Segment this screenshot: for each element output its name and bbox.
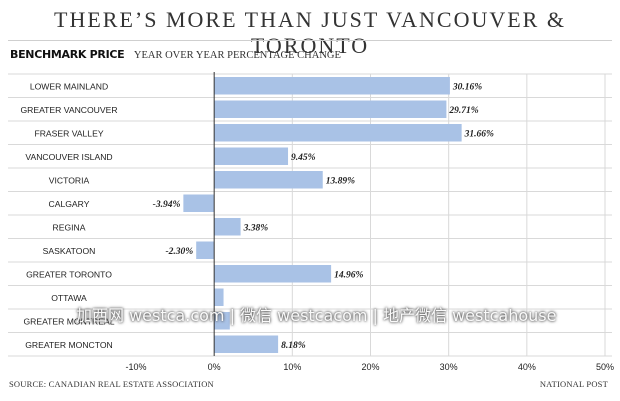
value-label: 31.66% (464, 129, 494, 139)
x-tick-label: 0% (208, 362, 221, 372)
category-label: SASKATOON (43, 246, 96, 256)
value-label: -3.94% (153, 200, 181, 210)
bar (214, 288, 224, 306)
category-label: GREATER TORONTO (26, 269, 112, 279)
bar (196, 241, 215, 259)
category-label: GREATER MONCTON (25, 340, 113, 350)
value-label: -2.30% (165, 247, 193, 257)
x-tick-label: 50% (596, 362, 614, 372)
bar (214, 335, 279, 353)
category-label: VANCOUVER ISLAND (25, 152, 112, 162)
value-label: 30.16% (452, 82, 482, 92)
x-tick-label: 30% (440, 362, 458, 372)
category-label: OTTAWA (51, 293, 87, 303)
category-label: GREATER MONTREAL (23, 316, 114, 326)
benchmark-label: BENCHMARK PRICE (10, 48, 125, 61)
chart-subheading: BENCHMARK PRICE YEAR OVER YEAR PERCENTAG… (10, 48, 341, 61)
bar (183, 194, 215, 212)
source-note: SOURCE: CANADIAN REAL ESTATE ASSOCIATION (9, 379, 214, 389)
publisher-credit: NATIONAL POST (539, 379, 608, 389)
value-label: 29.71% (448, 106, 478, 116)
watermark-text: 加西网 westca.com | 微信 westcacom | 地产微信 wes… (76, 306, 557, 325)
bar (214, 147, 289, 165)
bar (214, 124, 462, 142)
value-label: 8.18% (281, 341, 306, 351)
category-label: VICTORIA (49, 175, 90, 185)
value-label: 14.96% (334, 270, 363, 280)
category-label: LOWER MAINLAND (30, 81, 108, 91)
bar (214, 77, 450, 95)
x-tick-label: 10% (283, 362, 301, 372)
category-label: REGINA (53, 222, 86, 232)
value-label: 3.38% (243, 223, 269, 233)
value-label: 13.89% (326, 176, 355, 186)
bar (214, 171, 323, 189)
chart-subtitle: YEAR OVER YEAR PERCENTAGE CHANGE (133, 50, 341, 61)
category-label: CALGARY (49, 199, 90, 209)
bar (214, 218, 241, 236)
bar (214, 265, 332, 283)
x-tick-label: -10% (125, 362, 146, 372)
category-label: FRASER VALLEY (34, 128, 103, 138)
title-divider (8, 40, 612, 41)
bar (214, 312, 230, 330)
x-tick-label: 40% (518, 362, 536, 372)
bar (214, 100, 447, 118)
category-label: GREATER VANCOUVER (20, 105, 117, 115)
chart-title: THERE’S MORE THAN JUST VANCOUVER & TORON… (54, 7, 566, 58)
x-tick-label: 20% (361, 362, 379, 372)
value-label: 9.45% (291, 153, 316, 163)
